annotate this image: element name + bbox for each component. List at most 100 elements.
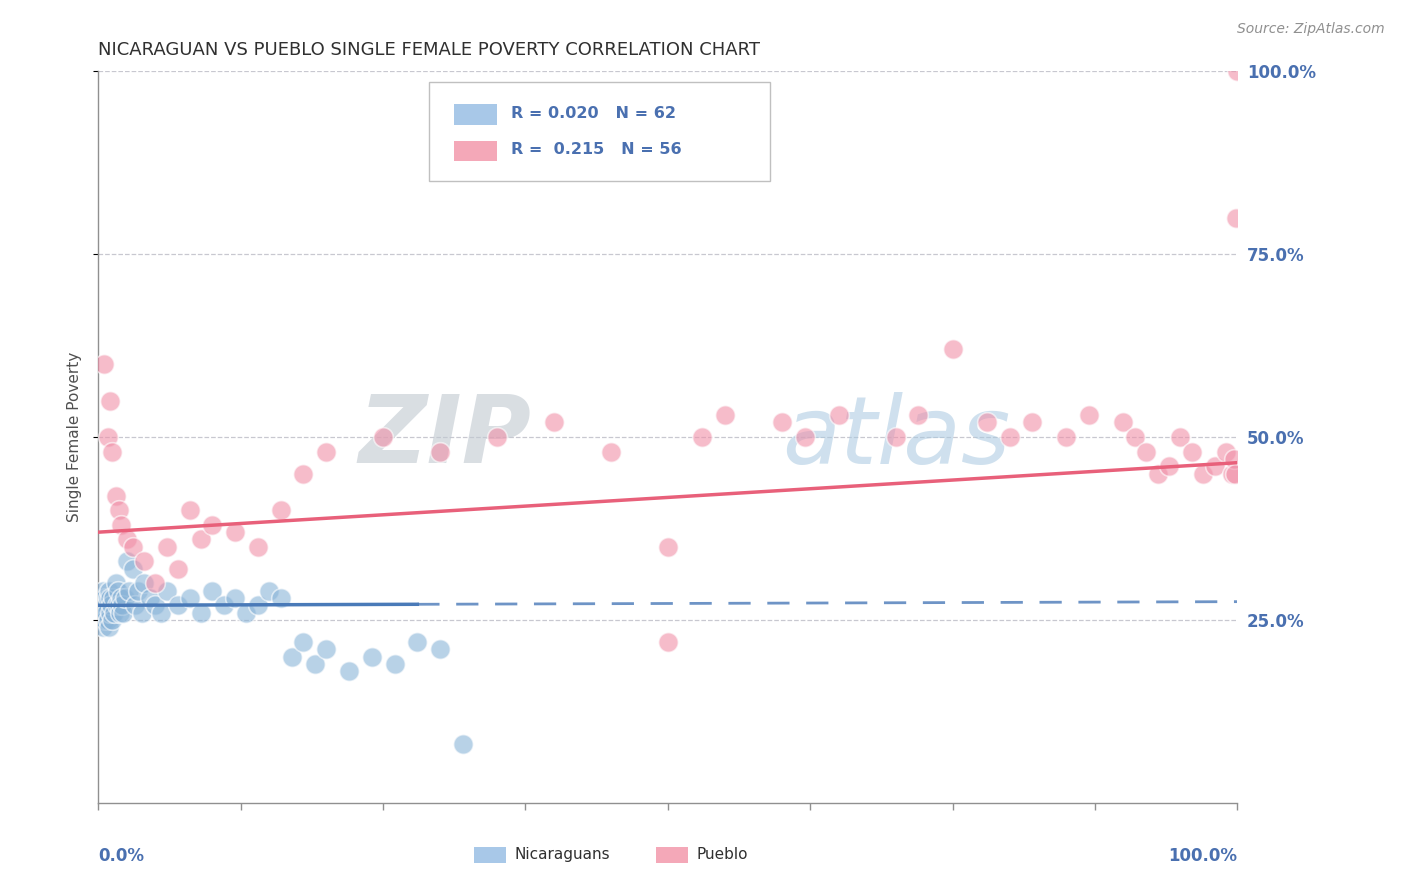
- Point: [770, 416, 793, 430]
- Point: [103, 606, 125, 620]
- Point: [98, 591, 121, 605]
- Point: [104, 489, 127, 503]
- Point: [1123, 430, 1146, 444]
- Point: [1223, 452, 1246, 467]
- FancyBboxPatch shape: [657, 847, 689, 863]
- Point: [98, 393, 121, 408]
- Point: [179, 503, 201, 517]
- Text: Source: ZipAtlas.com: Source: ZipAtlas.com: [1237, 22, 1385, 37]
- FancyBboxPatch shape: [454, 141, 498, 161]
- Point: [91, 620, 114, 634]
- Point: [111, 599, 134, 613]
- Point: [115, 533, 138, 547]
- Point: [101, 613, 124, 627]
- Point: [1226, 64, 1249, 78]
- Point: [690, 430, 713, 444]
- Point: [167, 599, 190, 613]
- Point: [97, 620, 120, 634]
- Text: Nicaraguans: Nicaraguans: [515, 847, 610, 862]
- Point: [406, 635, 429, 649]
- Point: [1220, 467, 1243, 481]
- Point: [360, 649, 382, 664]
- Point: [337, 664, 360, 678]
- Point: [93, 357, 115, 371]
- Point: [304, 657, 326, 671]
- Point: [1181, 444, 1204, 458]
- Point: [115, 554, 138, 568]
- Point: [1054, 430, 1078, 444]
- Point: [600, 444, 623, 458]
- Point: [96, 430, 118, 444]
- Point: [97, 583, 120, 598]
- FancyBboxPatch shape: [429, 82, 770, 181]
- Point: [90, 606, 112, 620]
- Point: [793, 430, 815, 444]
- Point: [150, 606, 173, 620]
- Point: [281, 649, 304, 664]
- Point: [190, 533, 212, 547]
- Point: [201, 583, 224, 598]
- Point: [127, 583, 149, 598]
- Point: [1223, 467, 1246, 481]
- Point: [190, 606, 212, 620]
- FancyBboxPatch shape: [474, 847, 506, 863]
- Point: [118, 583, 141, 598]
- Point: [1215, 444, 1237, 458]
- Point: [100, 599, 122, 613]
- Point: [94, 591, 117, 605]
- Point: [179, 591, 201, 605]
- Point: [1112, 416, 1135, 430]
- Point: [89, 599, 111, 613]
- Text: R =  0.215   N = 56: R = 0.215 N = 56: [510, 142, 682, 157]
- Text: ZIP: ZIP: [359, 391, 531, 483]
- Point: [1192, 467, 1215, 481]
- Point: [145, 576, 167, 591]
- Point: [108, 599, 131, 613]
- Point: [101, 444, 124, 458]
- Point: [167, 562, 190, 576]
- Text: Pueblo: Pueblo: [696, 847, 748, 862]
- Point: [96, 613, 118, 627]
- Point: [121, 540, 143, 554]
- Point: [259, 583, 281, 598]
- Point: [657, 540, 679, 554]
- Point: [108, 606, 131, 620]
- Point: [201, 517, 224, 532]
- Point: [131, 606, 153, 620]
- Point: [96, 606, 118, 620]
- Point: [90, 591, 112, 605]
- Text: NICARAGUAN VS PUEBLO SINGLE FEMALE POVERTY CORRELATION CHART: NICARAGUAN VS PUEBLO SINGLE FEMALE POVER…: [98, 41, 761, 59]
- Point: [246, 599, 269, 613]
- Point: [486, 430, 509, 444]
- Point: [1135, 444, 1157, 458]
- Point: [1225, 211, 1247, 225]
- Point: [429, 444, 451, 458]
- Point: [94, 613, 117, 627]
- Point: [1157, 459, 1180, 474]
- Point: [942, 343, 965, 357]
- Point: [1021, 416, 1043, 430]
- Point: [93, 606, 115, 620]
- Point: [1078, 408, 1101, 422]
- Point: [124, 599, 146, 613]
- Point: [108, 503, 131, 517]
- Point: [315, 642, 337, 657]
- Text: atlas: atlas: [782, 392, 1010, 483]
- Point: [384, 657, 406, 671]
- Point: [104, 576, 127, 591]
- Point: [543, 416, 565, 430]
- Point: [714, 408, 737, 422]
- Point: [110, 517, 132, 532]
- Point: [112, 606, 135, 620]
- Point: [110, 591, 132, 605]
- Point: [270, 503, 292, 517]
- Point: [235, 606, 257, 620]
- Point: [429, 642, 451, 657]
- FancyBboxPatch shape: [454, 104, 498, 125]
- Point: [145, 599, 167, 613]
- Point: [1170, 430, 1192, 444]
- Point: [451, 737, 474, 751]
- Point: [156, 583, 179, 598]
- Point: [246, 540, 269, 554]
- Point: [90, 613, 112, 627]
